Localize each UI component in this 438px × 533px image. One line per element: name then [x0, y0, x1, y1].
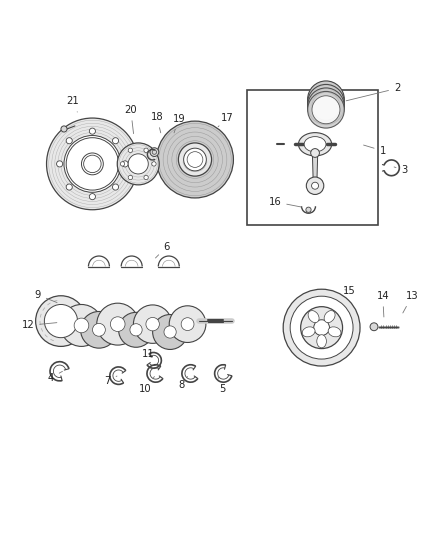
Ellipse shape — [298, 133, 332, 156]
Ellipse shape — [308, 311, 319, 322]
Text: 15: 15 — [343, 286, 356, 295]
Circle shape — [312, 92, 340, 120]
Circle shape — [144, 148, 148, 152]
Text: 1: 1 — [364, 145, 386, 156]
Circle shape — [113, 184, 119, 190]
Circle shape — [311, 182, 318, 189]
Text: 14: 14 — [376, 291, 389, 317]
Text: 2: 2 — [346, 83, 400, 101]
Circle shape — [312, 89, 340, 117]
Circle shape — [44, 304, 78, 338]
Circle shape — [283, 289, 360, 366]
Circle shape — [370, 323, 378, 330]
Circle shape — [122, 161, 128, 167]
Circle shape — [89, 193, 95, 200]
Circle shape — [146, 318, 159, 331]
Circle shape — [312, 96, 340, 124]
Circle shape — [290, 296, 353, 359]
Circle shape — [307, 84, 344, 121]
Circle shape — [306, 177, 324, 195]
Circle shape — [113, 138, 119, 144]
Circle shape — [152, 314, 187, 350]
Ellipse shape — [302, 327, 315, 337]
Circle shape — [46, 118, 138, 210]
Circle shape — [150, 148, 159, 157]
Circle shape — [74, 318, 89, 333]
Circle shape — [66, 138, 72, 144]
Circle shape — [97, 303, 139, 345]
Ellipse shape — [328, 327, 341, 337]
Circle shape — [128, 175, 133, 180]
Circle shape — [117, 143, 159, 185]
Text: 16: 16 — [268, 197, 301, 207]
Text: 20: 20 — [124, 105, 137, 134]
Circle shape — [81, 153, 103, 175]
Circle shape — [307, 92, 344, 128]
Circle shape — [307, 81, 344, 118]
Circle shape — [64, 135, 121, 192]
Circle shape — [164, 326, 176, 338]
Circle shape — [307, 88, 344, 125]
Circle shape — [120, 161, 125, 166]
Circle shape — [152, 161, 156, 166]
Ellipse shape — [324, 311, 335, 322]
Ellipse shape — [317, 335, 326, 348]
Circle shape — [128, 148, 133, 152]
Polygon shape — [312, 155, 318, 185]
Circle shape — [89, 128, 95, 134]
Circle shape — [110, 317, 125, 332]
Text: 6: 6 — [155, 242, 170, 258]
Circle shape — [128, 154, 148, 174]
Circle shape — [81, 311, 117, 348]
Circle shape — [60, 304, 102, 346]
Text: 21: 21 — [67, 96, 79, 112]
Text: 10: 10 — [139, 376, 154, 394]
Circle shape — [311, 149, 319, 157]
Circle shape — [169, 306, 206, 343]
Circle shape — [314, 320, 329, 335]
Circle shape — [181, 318, 194, 330]
Text: 11: 11 — [142, 349, 155, 359]
Text: 3: 3 — [394, 165, 408, 175]
Ellipse shape — [304, 136, 326, 152]
Text: 7: 7 — [105, 376, 117, 386]
Circle shape — [300, 306, 343, 349]
Circle shape — [130, 324, 142, 336]
Circle shape — [184, 148, 206, 171]
Circle shape — [134, 305, 172, 343]
Circle shape — [306, 207, 311, 212]
Bar — [247, 90, 378, 225]
Text: 9: 9 — [35, 290, 57, 303]
Circle shape — [92, 324, 106, 336]
Circle shape — [119, 312, 153, 348]
Text: 19: 19 — [173, 114, 185, 133]
Text: 8: 8 — [179, 376, 187, 390]
Text: 17: 17 — [218, 113, 233, 127]
Circle shape — [57, 161, 63, 167]
Text: 13: 13 — [403, 291, 418, 313]
Text: 4: 4 — [48, 372, 63, 383]
Circle shape — [35, 296, 86, 346]
Circle shape — [156, 121, 233, 198]
Circle shape — [61, 126, 67, 132]
Circle shape — [144, 175, 148, 180]
Circle shape — [312, 85, 340, 113]
Circle shape — [178, 143, 212, 176]
Text: 18: 18 — [151, 112, 163, 133]
Text: 5: 5 — [218, 376, 226, 394]
Text: 12: 12 — [21, 320, 57, 330]
Circle shape — [66, 184, 72, 190]
